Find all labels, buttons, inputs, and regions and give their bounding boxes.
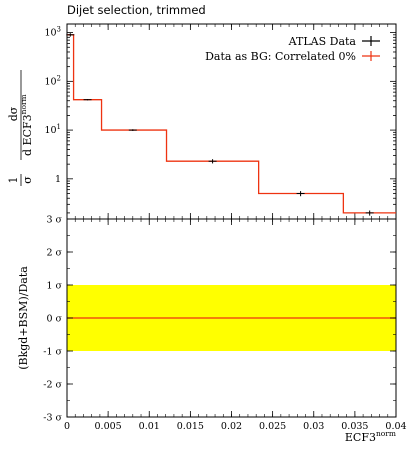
ratio-xtick-label: 0.025	[259, 421, 286, 432]
ratio-xtick-label: 0.02	[221, 421, 242, 432]
ratio-xtick-label: 0.035	[341, 421, 368, 432]
chart-title: Dijet selection, trimmed	[67, 3, 206, 17]
ylabel-den-sup: norm	[19, 94, 28, 114]
ylabel-den: d ECF3norm	[19, 94, 34, 156]
ratio-ytick-label: 1 σ	[46, 281, 62, 292]
main-ytick-label-base: 10	[44, 76, 56, 87]
ylabel-prefix-num: 1	[7, 177, 20, 184]
main-ytick-label-exp: 1	[57, 123, 61, 131]
main-series	[66, 33, 396, 216]
xlabel-text: ECF3	[345, 431, 376, 444]
ylabel-prefix-den: σ	[21, 176, 34, 184]
ratio-xtick-label: 0.015	[177, 421, 204, 432]
ratio-xtick-label: 0	[64, 421, 70, 432]
ylabel-num: dσ	[7, 106, 20, 121]
legend-label-data: ATLAS Data	[288, 35, 357, 48]
main-ytick-label: 1	[55, 174, 61, 185]
ylabel-den-text: d ECF3	[21, 114, 34, 156]
ratio-ytick-label: -1 σ	[43, 347, 62, 358]
main-ytick-label-base: 10	[44, 28, 56, 39]
ratio-ytick-label: -2 σ	[43, 380, 62, 391]
ratio-axis-ticks: 3 σ 2 σ 1 σ 0 σ -1 σ -2 σ -3 σ0 0.005 0.01 0.015 0…	[43, 215, 406, 433]
ratio-xtick-label: 0.03	[303, 421, 324, 432]
ratio-ylabel: (Bkgd+BSM)/Data	[17, 266, 30, 370]
main-ytick-label-exp: 3	[57, 26, 61, 34]
ratio-ytick-label: 2 σ	[46, 248, 62, 259]
xlabel-sup: norm	[376, 429, 396, 438]
main-ytick-label-base: 10	[44, 125, 56, 136]
mc-histogram-line	[67, 34, 396, 214]
ratio-xtick-label: 0.01	[139, 421, 160, 432]
ratio-xtick-label: 0.005	[95, 421, 122, 432]
ratio-xtick-label: 0.04	[385, 421, 406, 432]
main-ytick-label: 103	[44, 26, 61, 39]
ratio-ytick-label: 3 σ	[46, 215, 62, 226]
ratio-xlabel: ECF3norm	[345, 429, 396, 444]
ratio-ytick-label: 0 σ	[46, 314, 62, 325]
legend: ATLAS Data Data as BG: Correlated 0%	[205, 35, 380, 63]
legend-label-mc: Data as BG: Correlated 0%	[205, 50, 356, 63]
main-ytick-label-base: 1	[55, 174, 61, 185]
ratio-ytick-label: -3 σ	[43, 413, 62, 424]
ratio-panel: 3 σ 2 σ 1 σ 0 σ -1 σ -2 σ -3 σ0 0.005 0.01 0.015 0…	[17, 215, 407, 445]
main-ytick-label: 102	[44, 74, 61, 87]
main-ytick-label-exp: 2	[57, 74, 61, 82]
main-ytick-label: 101	[44, 123, 61, 136]
main-ylabel: 1 σ dσ d ECF3norm	[7, 70, 34, 186]
